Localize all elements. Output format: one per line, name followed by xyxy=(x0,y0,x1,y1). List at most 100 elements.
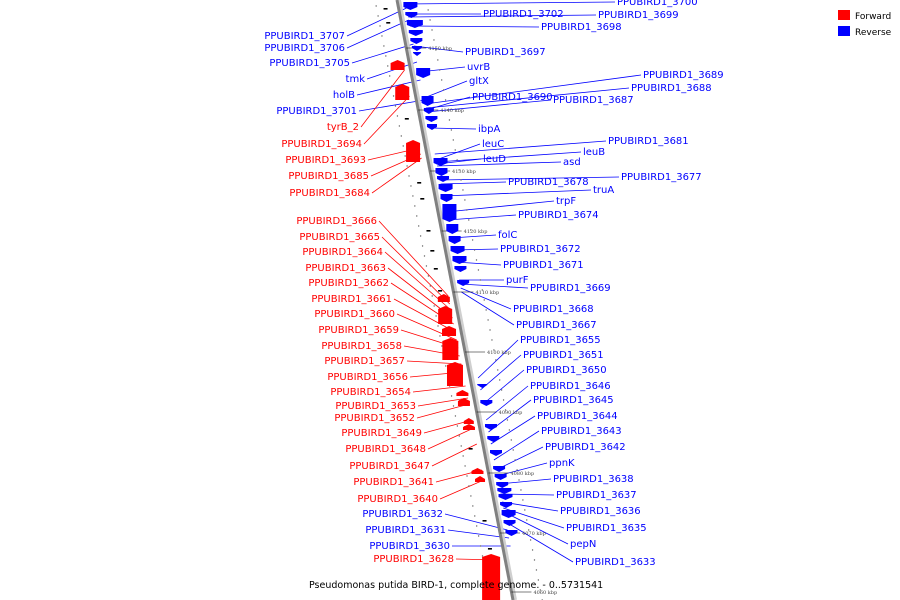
reverse-gene[interactable] xyxy=(457,280,470,286)
reverse-gene[interactable] xyxy=(442,204,457,222)
reverse-label[interactable]: purF xyxy=(506,275,529,286)
reverse-gene[interactable] xyxy=(425,116,438,122)
reverse-label[interactable]: PPUBIRD1_3697 xyxy=(465,47,546,58)
reverse-gene[interactable] xyxy=(480,400,493,406)
forward-label[interactable]: PPUBIRD1_3661 xyxy=(311,294,392,305)
reverse-label[interactable]: PPUBIRD1_3669 xyxy=(530,283,611,294)
forward-label[interactable]: PPUBIRD1_3649 xyxy=(341,428,422,439)
reverse-gene[interactable] xyxy=(477,384,488,388)
reverse-label[interactable]: PPUBIRD1_3706 xyxy=(264,43,345,54)
reverse-gene[interactable] xyxy=(450,246,465,254)
reverse-gene[interactable] xyxy=(426,124,437,130)
forward-label[interactable]: PPUBIRD1_3666 xyxy=(296,216,377,227)
reverse-gene[interactable] xyxy=(411,46,422,51)
forward-label[interactable]: PPUBIRD1_3663 xyxy=(305,263,386,274)
reverse-label[interactable]: holB xyxy=(333,90,355,101)
reverse-gene[interactable] xyxy=(406,20,423,28)
forward-gene[interactable] xyxy=(442,326,457,336)
reverse-label[interactable]: uvrB xyxy=(467,62,490,73)
reverse-gene[interactable] xyxy=(446,224,459,234)
forward-gene[interactable] xyxy=(406,140,421,162)
reverse-gene[interactable] xyxy=(405,12,418,18)
forward-gene[interactable] xyxy=(437,294,450,302)
reverse-gene[interactable] xyxy=(493,466,506,472)
forward-label[interactable]: PPUBIRD1_3664 xyxy=(302,247,383,258)
reverse-gene[interactable] xyxy=(440,194,453,202)
forward-label[interactable]: PPUBIRD1_3659 xyxy=(318,325,399,336)
reverse-gene[interactable] xyxy=(421,96,434,106)
reverse-gene[interactable] xyxy=(496,482,509,488)
forward-label[interactable]: PPUBIRD1_3648 xyxy=(345,444,426,455)
reverse-gene[interactable] xyxy=(438,184,453,192)
reverse-gene[interactable] xyxy=(494,474,507,480)
reverse-label[interactable]: PPUBIRD1_3702 xyxy=(483,9,564,20)
reverse-label[interactable]: PPUBIRD1_3630 xyxy=(369,541,450,552)
reverse-label[interactable]: PPUBIRD1_3637 xyxy=(556,490,637,501)
forward-gene[interactable] xyxy=(395,84,410,100)
reverse-label[interactable]: PPUBIRD1_3674 xyxy=(518,210,599,221)
reverse-label[interactable]: PPUBIRD1_3705 xyxy=(269,58,350,69)
reverse-label[interactable]: leuC xyxy=(482,139,504,150)
reverse-label[interactable]: PPUBIRD1_3701 xyxy=(276,106,357,117)
reverse-label[interactable]: gltX xyxy=(469,76,489,87)
reverse-label[interactable]: PPUBIRD1_3651 xyxy=(523,350,604,361)
forward-label[interactable]: PPUBIRD1_3662 xyxy=(308,278,389,289)
reverse-label[interactable]: PPUBIRD1_3650 xyxy=(526,365,607,376)
forward-label[interactable]: PPUBIRD1_3628 xyxy=(373,554,454,565)
forward-gene[interactable] xyxy=(475,476,486,482)
reverse-gene[interactable] xyxy=(416,68,431,78)
forward-label[interactable]: PPUBIRD1_3657 xyxy=(324,356,405,367)
reverse-label[interactable]: PPUBIRD1_3646 xyxy=(530,381,611,392)
reverse-label[interactable]: PPUBIRD1_3645 xyxy=(533,395,614,406)
reverse-gene[interactable] xyxy=(408,30,423,36)
reverse-label[interactable]: ppnK xyxy=(549,458,575,469)
reverse-label[interactable]: PPUBIRD1_3638 xyxy=(553,474,634,485)
forward-label[interactable]: PPUBIRD1_3656 xyxy=(327,372,408,383)
reverse-label[interactable]: PPUBIRD1_3631 xyxy=(365,525,446,536)
reverse-label[interactable]: PPUBIRD1_3698 xyxy=(541,22,622,33)
reverse-gene[interactable] xyxy=(505,530,518,536)
reverse-label[interactable]: PPUBIRD1_3667 xyxy=(516,320,597,331)
forward-gene[interactable] xyxy=(462,424,475,430)
reverse-label[interactable]: PPUBIRD1_3687 xyxy=(553,95,634,106)
reverse-gene[interactable] xyxy=(498,494,513,500)
reverse-gene[interactable] xyxy=(403,2,418,10)
forward-gene[interactable] xyxy=(438,306,453,324)
forward-label[interactable]: PPUBIRD1_3660 xyxy=(314,309,395,320)
reverse-label[interactable]: PPUBIRD1_3688 xyxy=(631,83,712,94)
reverse-label[interactable]: PPUBIRD1_3668 xyxy=(513,304,594,315)
reverse-label[interactable]: PPUBIRD1_3681 xyxy=(608,136,689,147)
reverse-label[interactable]: PPUBIRD1_3707 xyxy=(264,31,345,42)
reverse-gene[interactable] xyxy=(452,256,467,264)
forward-gene[interactable] xyxy=(442,338,459,360)
reverse-label[interactable]: PPUBIRD1_3678 xyxy=(508,177,589,188)
reverse-gene[interactable] xyxy=(437,176,450,182)
forward-label[interactable]: PPUBIRD1_3641 xyxy=(353,477,434,488)
reverse-label[interactable]: PPUBIRD1_3643 xyxy=(541,426,622,437)
reverse-gene[interactable] xyxy=(497,488,512,494)
reverse-gene[interactable] xyxy=(500,502,513,508)
forward-label[interactable]: PPUBIRD1_3694 xyxy=(281,139,362,150)
forward-gene[interactable] xyxy=(446,362,463,386)
reverse-label[interactable]: pepN xyxy=(570,539,596,550)
forward-label[interactable]: PPUBIRD1_3658 xyxy=(321,341,402,352)
forward-label[interactable]: PPUBIRD1_3693 xyxy=(285,155,366,166)
forward-gene[interactable] xyxy=(390,60,405,70)
reverse-label[interactable]: PPUBIRD1_3690 xyxy=(472,92,553,103)
reverse-gene[interactable] xyxy=(435,168,448,176)
forward-label[interactable]: PPUBIRD1_3665 xyxy=(299,232,380,243)
forward-label[interactable]: PPUBIRD1_3685 xyxy=(288,171,369,182)
reverse-label[interactable]: PPUBIRD1_3672 xyxy=(500,244,581,255)
reverse-label[interactable]: PPUBIRD1_3700 xyxy=(617,0,698,8)
forward-gene[interactable] xyxy=(471,468,484,474)
reverse-label[interactable]: tmk xyxy=(346,74,366,85)
forward-gene[interactable] xyxy=(482,554,501,600)
reverse-gene[interactable] xyxy=(501,510,516,518)
reverse-gene[interactable] xyxy=(454,266,467,272)
reverse-label[interactable]: PPUBIRD1_3644 xyxy=(537,411,618,422)
reverse-label[interactable]: ibpA xyxy=(478,124,500,135)
reverse-label[interactable]: PPUBIRD1_3635 xyxy=(566,523,647,534)
reverse-label[interactable]: PPUBIRD1_3677 xyxy=(621,172,702,183)
reverse-gene[interactable] xyxy=(503,520,516,526)
forward-label[interactable]: PPUBIRD1_3652 xyxy=(334,413,415,424)
